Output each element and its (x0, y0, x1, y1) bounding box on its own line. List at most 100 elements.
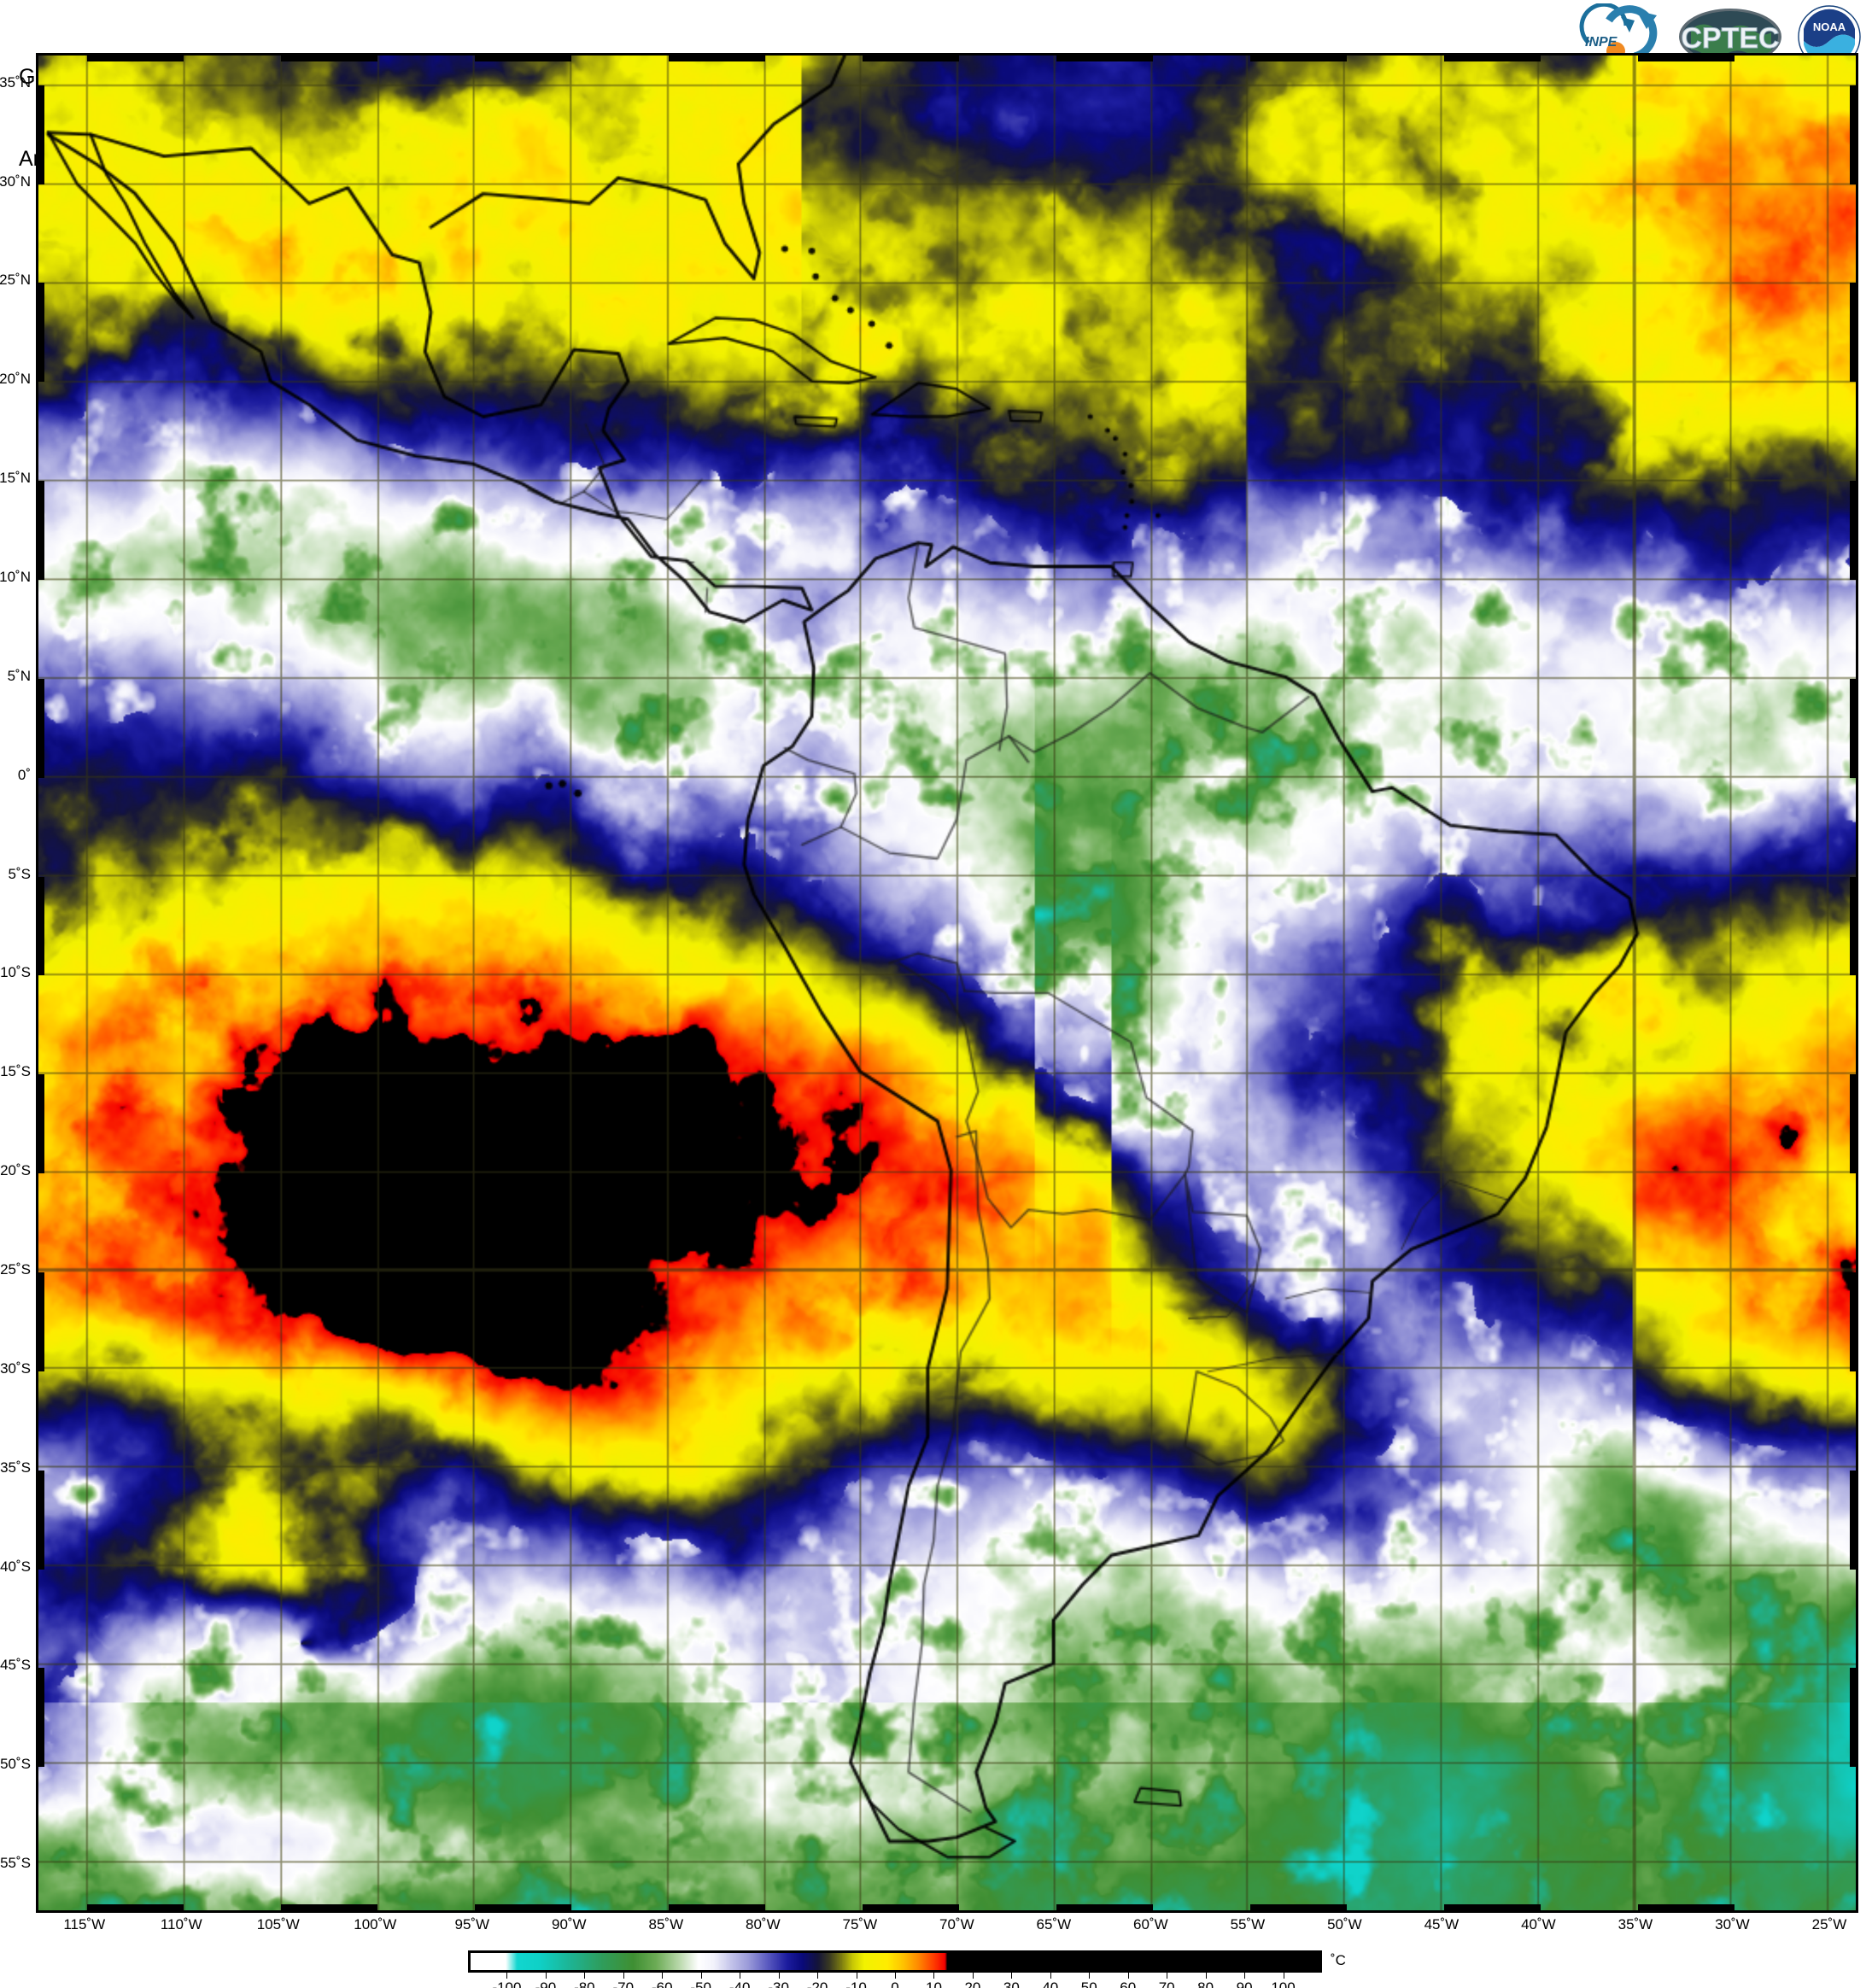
lat-tick-label: 15˚S (0, 1063, 31, 1080)
lat-tick-label: 10˚S (0, 964, 31, 981)
frame-tick-band (38, 876, 44, 976)
lat-tick-label: 25˚S (0, 1260, 31, 1278)
colorbar-tick-label: 100 (1271, 1979, 1296, 1988)
frame-tick-band (1443, 56, 1541, 61)
colorbar-unit-label: ˚C (1331, 1952, 1346, 1968)
frame-tick-band (1056, 1904, 1154, 1910)
svg-text:INPE: INPE (1585, 35, 1618, 50)
lat-tick-label: 40˚S (0, 1558, 31, 1575)
frame-tick-band (668, 56, 766, 61)
lon-tick-label: 95˚W (454, 1916, 490, 1932)
colorbar-tick-label: 80 (1197, 1979, 1214, 1988)
frame-tick-band (862, 56, 960, 61)
lat-tick-label: 20˚S (0, 1162, 31, 1179)
lat-tick-label: 35˚S (0, 1459, 31, 1476)
frame-tick-band (38, 1272, 44, 1371)
colorbar-tick-mark (1050, 1973, 1051, 1979)
colorbar-tick-mark (895, 1973, 896, 1979)
frame-tick-band (1850, 481, 1856, 580)
colorbar-tick-label: -10 (845, 1979, 867, 1988)
colorbar-tick-mark (1244, 1973, 1246, 1979)
colorbar-tick-mark (700, 1973, 702, 1979)
lon-tick-label: 115˚W (63, 1916, 106, 1932)
lon-tick-label: 40˚W (1521, 1916, 1556, 1932)
lat-tick-label: 0˚ (17, 766, 31, 783)
lat-tick-label: 5˚S (8, 865, 31, 882)
colorbar-tick-label: 70 (1158, 1979, 1175, 1988)
colorbar-tick-label: 90 (1236, 1979, 1253, 1988)
colorbar-tick-label: -30 (768, 1979, 789, 1988)
frame-tick-band (38, 283, 44, 383)
lon-tick-label: 100˚W (354, 1916, 397, 1932)
colorbar-tick-label: 20 (964, 1979, 981, 1988)
frame-tick-band (38, 678, 44, 778)
lat-tick-label: 5˚N (7, 667, 31, 684)
lat-tick-label: 50˚S (0, 1756, 31, 1773)
frame-tick-band (1850, 85, 1856, 184)
lon-tick-label: 75˚W (842, 1916, 878, 1932)
colorbar-tick-label: -40 (728, 1979, 751, 1988)
frame-tick-band (1850, 1668, 1856, 1768)
colorbar-tick-mark (623, 1973, 624, 1979)
colorbar-tick-label: -80 (574, 1979, 595, 1988)
lon-tick-label: 45˚W (1424, 1916, 1460, 1932)
lat-tick-label: 25˚N (0, 272, 31, 289)
frame-tick-band (38, 1074, 44, 1174)
frame-tick-band (668, 1904, 766, 1910)
colorbar-tick-mark (506, 1973, 508, 1979)
frame-tick-band (280, 1904, 378, 1910)
colorbar-tick-mark (972, 1973, 974, 1979)
lat-tick-label: 20˚N (0, 371, 31, 388)
satellite-map[interactable] (36, 53, 1858, 1913)
colorbar-tick-mark (545, 1973, 547, 1979)
frame-tick-band (1249, 56, 1348, 61)
lon-tick-label: 70˚W (939, 1916, 974, 1932)
lon-tick-label: 85˚W (648, 1916, 684, 1932)
logo-bar: INPE CPTEC NOAA (1571, 2, 1863, 72)
noaa-logo: NOAA (1795, 3, 1863, 70)
colorbar-tick-label: -90 (535, 1979, 557, 1988)
frame-tick-band (1056, 56, 1154, 61)
frame-tick-band (1850, 1470, 1856, 1570)
longitude-axis: 115˚W 110˚W 105˚W 100˚W 95˚W 90˚W 85˚W 80˚W 75˚W… (36, 1916, 1858, 1945)
frame-tick-band (1850, 876, 1856, 976)
frame-tick-band (1637, 1904, 1735, 1910)
frame-tick-band (1850, 283, 1856, 383)
lon-tick-label: 105˚W (256, 1916, 300, 1932)
colorbar-tick-mark (933, 1973, 935, 1979)
colorbar-tick-label: 0 (891, 1979, 899, 1988)
colorbar-tick-mark (662, 1973, 664, 1979)
lon-tick-label: 25˚W (1811, 1916, 1847, 1932)
frame-tick-band (862, 1904, 960, 1910)
colorbar-tick-label: -50 (690, 1979, 712, 1988)
colorbar-tick-label: 30 (1003, 1979, 1020, 1988)
frame-tick-band (280, 56, 378, 61)
lon-tick-label: 50˚W (1327, 1916, 1362, 1932)
colorbar-tick-label: -70 (612, 1979, 635, 1988)
cptec-logo: CPTEC (1677, 3, 1783, 70)
lon-tick-label: 30˚W (1715, 1916, 1750, 1932)
lat-tick-label: 55˚S (0, 1855, 31, 1872)
lat-tick-label: 30˚N (0, 172, 31, 190)
colorbar-gradient (468, 1950, 1322, 1973)
satellite-imagery (38, 56, 1856, 1910)
lon-tick-label: 35˚W (1618, 1916, 1653, 1932)
colorbar-tick-mark (817, 1973, 819, 1979)
colorbar-tick-mark (1127, 1973, 1129, 1979)
frame-tick-band (1249, 1904, 1348, 1910)
colorbar-tick-mark (1205, 1973, 1207, 1979)
frame-tick-band (38, 1470, 44, 1570)
colorbar-tick-mark (584, 1973, 586, 1979)
frame-tick-band (86, 56, 184, 61)
colorbar-tick-label: -20 (806, 1979, 828, 1988)
frame-tick-band (474, 56, 572, 61)
frame-tick-band (1850, 1272, 1856, 1371)
frame-tick-band (1637, 56, 1735, 61)
frame-tick-band (38, 85, 44, 184)
colorbar: ˚C -100 -90 -80 -70 -60 -50 -40 -30 -20 -10 0 10 20 3… (468, 1950, 1363, 1988)
colorbar-tick-mark (1089, 1973, 1091, 1979)
lon-tick-label: 60˚W (1133, 1916, 1168, 1932)
frame-tick-band (38, 481, 44, 580)
colorbar-ticks: -100 -90 -80 -70 -60 -50 -40 -30 -20 -10 0 10 20 30 40… (468, 1973, 1322, 1988)
